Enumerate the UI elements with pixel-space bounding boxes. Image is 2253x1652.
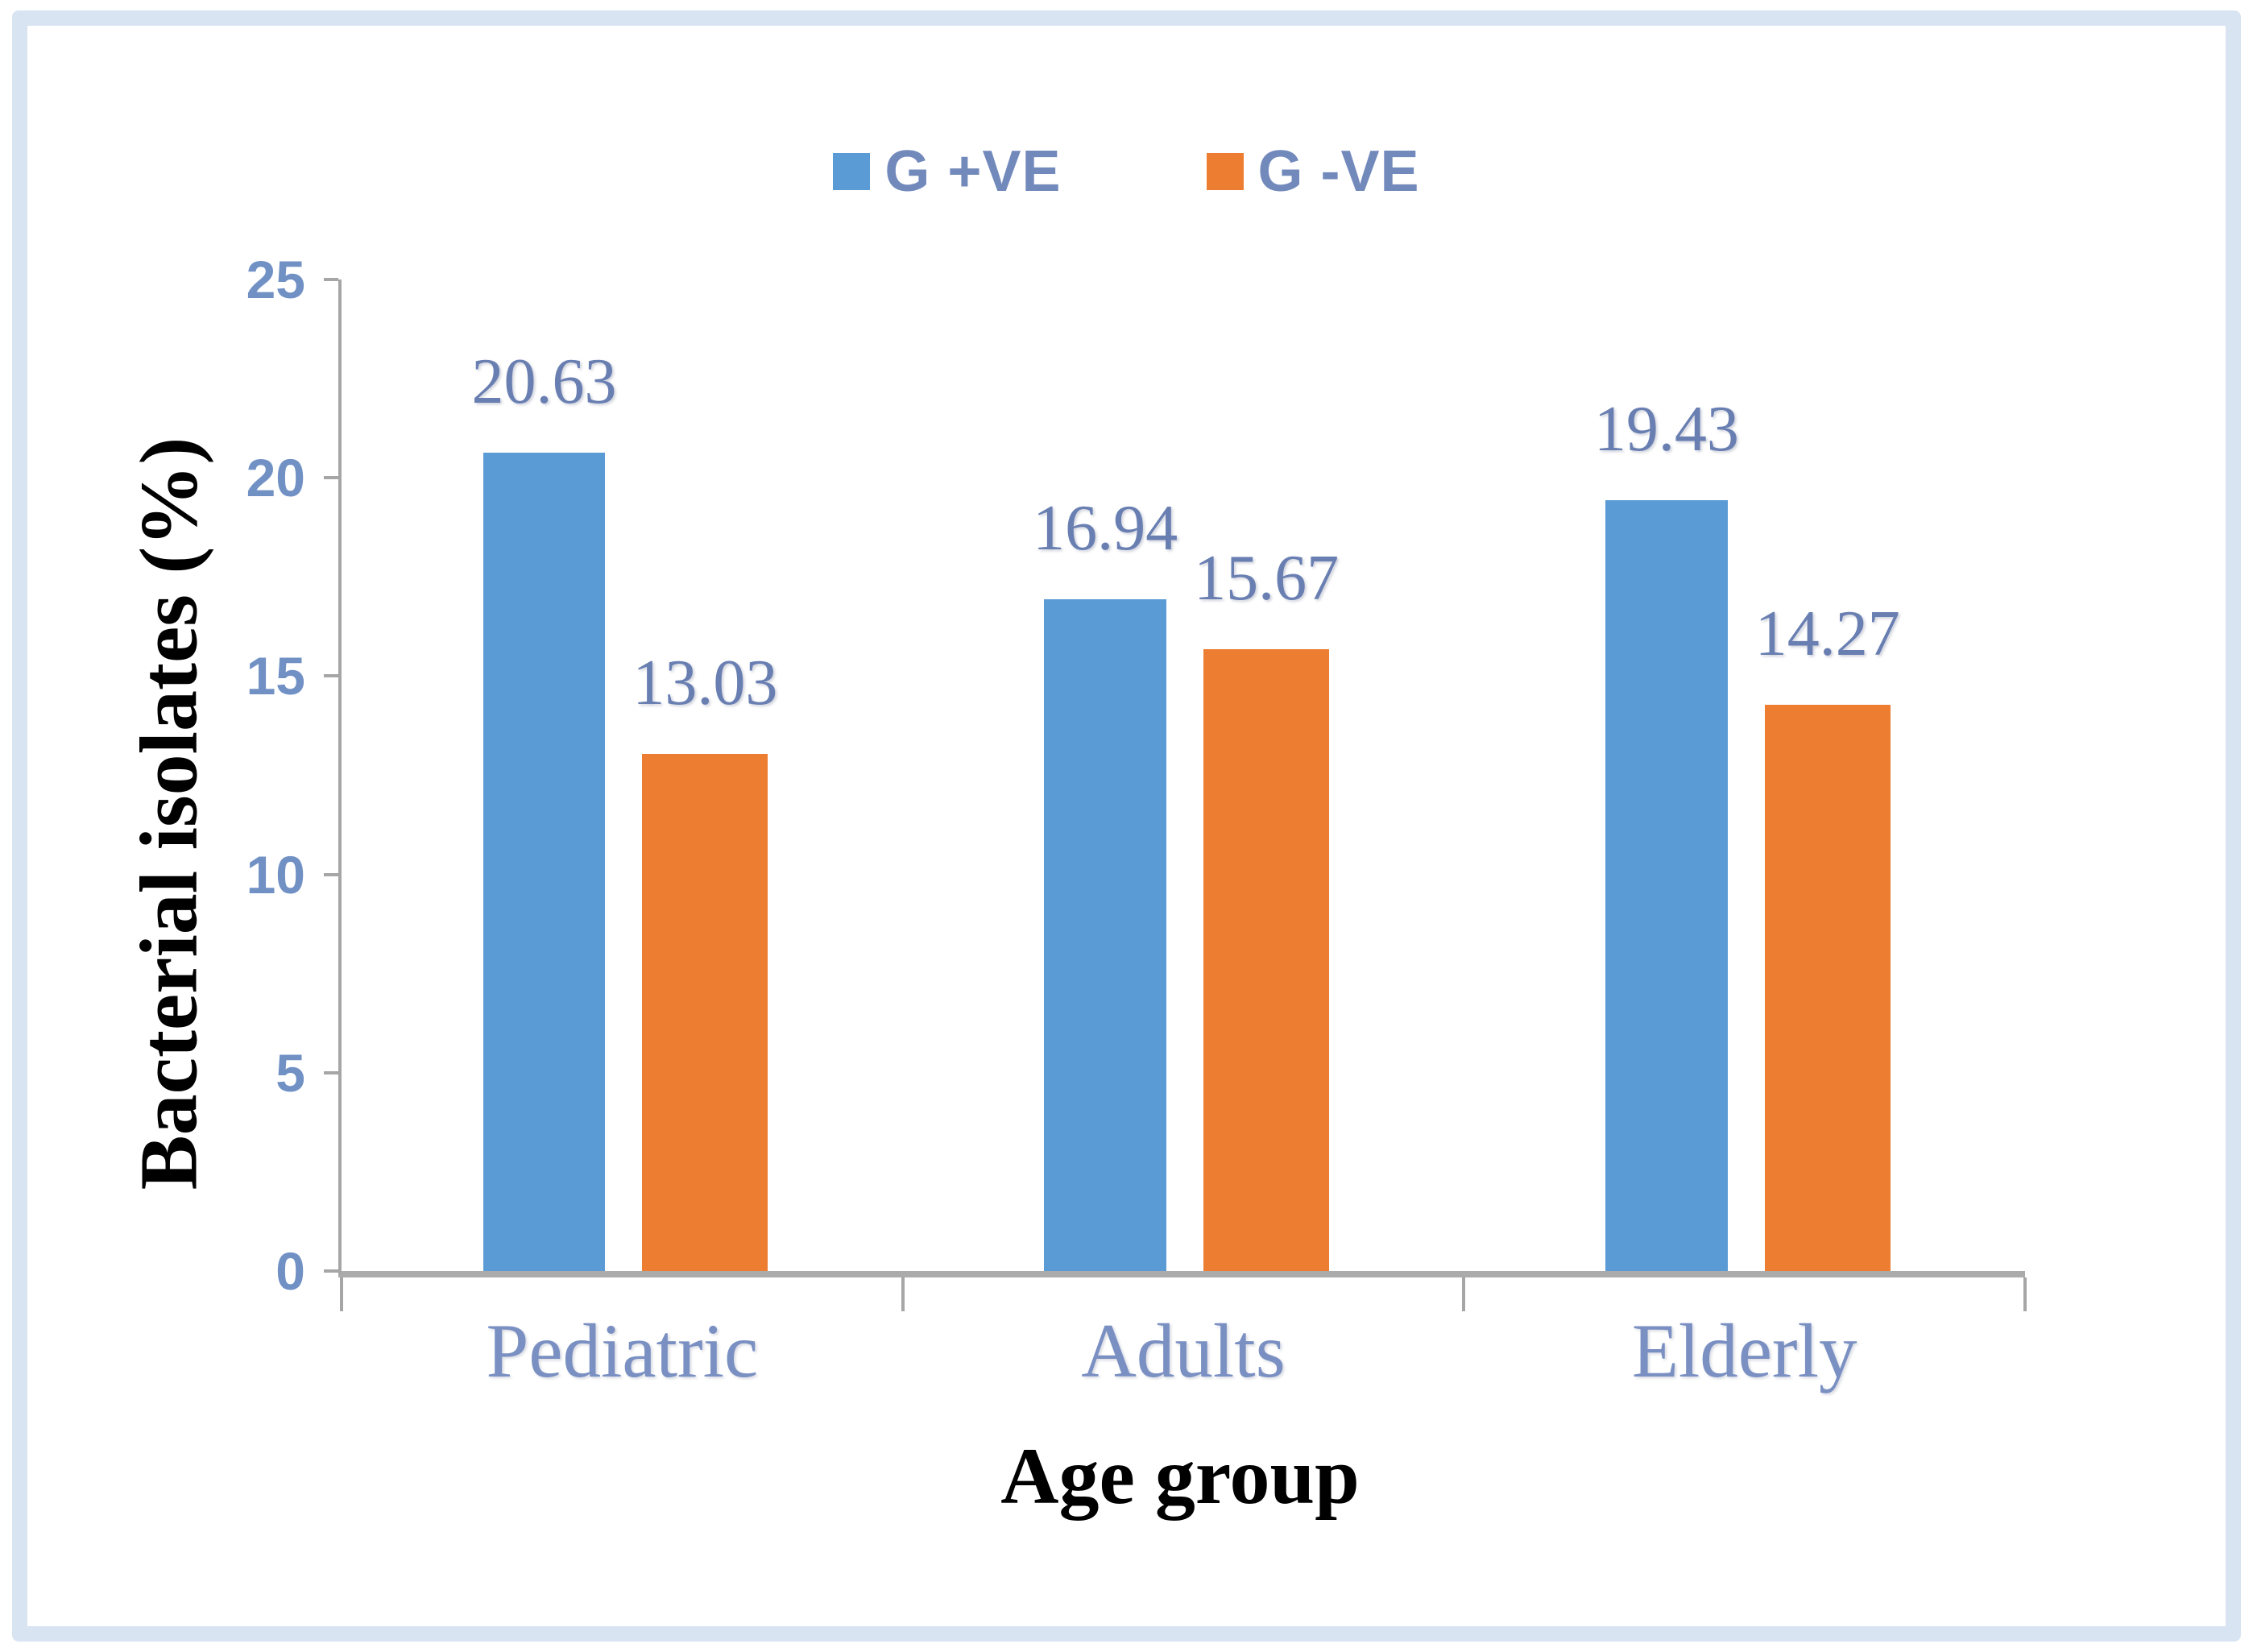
x-category-label: Elderly [1631,1308,1857,1393]
y-tick-mark [324,278,338,281]
x-tick-mark [2023,1277,2027,1311]
y-tick-label: 10 [246,844,305,905]
y-tick-label: 0 [275,1241,305,1301]
y-tick-mark [324,674,338,678]
bar-g-ve-adults [1044,598,1167,1271]
category-cell-adults: 16.94 15.67 Adults [903,279,1464,1389]
y-tick-mark [324,476,338,480]
legend-item-g-ve: G +VE [833,139,1061,205]
legend-item-g-ve: G -VE [1206,139,1420,205]
plot-area: 0 5 10 15 20 25 20.63 13.03 Pediatric 16.94 15.67 A… [246,253,2027,1389]
y-tick-label: 20 [246,448,305,508]
category-cell-elderly: 19.43 14.27 Elderly [1464,279,2025,1389]
y-tick-label: 15 [246,646,305,706]
legend-swatch-icon [833,153,871,190]
y-tick-label: 25 [246,250,305,309]
bar-value-label: 15.67 [1194,543,1340,615]
y-tick-mark [324,1070,338,1074]
bar-g-ve-elderly [1764,705,1891,1271]
bar-value-label: 19.43 [1593,394,1739,466]
bar-g-ve-adults [1203,649,1330,1271]
x-category-label: Pediatric [486,1308,759,1393]
bar-value-label: 14.27 [1754,598,1900,670]
bar-value-label: 16.94 [1033,492,1178,564]
y-tick-label: 5 [275,1042,305,1103]
bar-g-ve-pediatric [642,754,768,1271]
x-axis-title: Age group [1000,1431,1360,1521]
y-tick-mark [324,872,338,876]
legend-label: G +VE [884,139,1062,204]
bar-value-label: 13.03 [632,648,778,719]
bar-g-ve-elderly [1605,500,1728,1271]
bar-g-ve-pediatric [482,453,606,1271]
category-cell-pediatric: 20.63 13.03 Pediatric [342,279,903,1389]
y-tick-mark [324,1269,338,1273]
legend-swatch-icon [1206,153,1244,190]
bar-value-label: 20.63 [471,346,617,418]
x-tick-mark [340,1277,343,1311]
legend-label: G -VE [1257,139,1420,204]
x-tick-mark [1462,1277,1466,1311]
legend: G +VE G -VE [0,139,2253,205]
x-tick-mark [901,1277,905,1311]
x-category-label: Adults [1081,1308,1286,1393]
